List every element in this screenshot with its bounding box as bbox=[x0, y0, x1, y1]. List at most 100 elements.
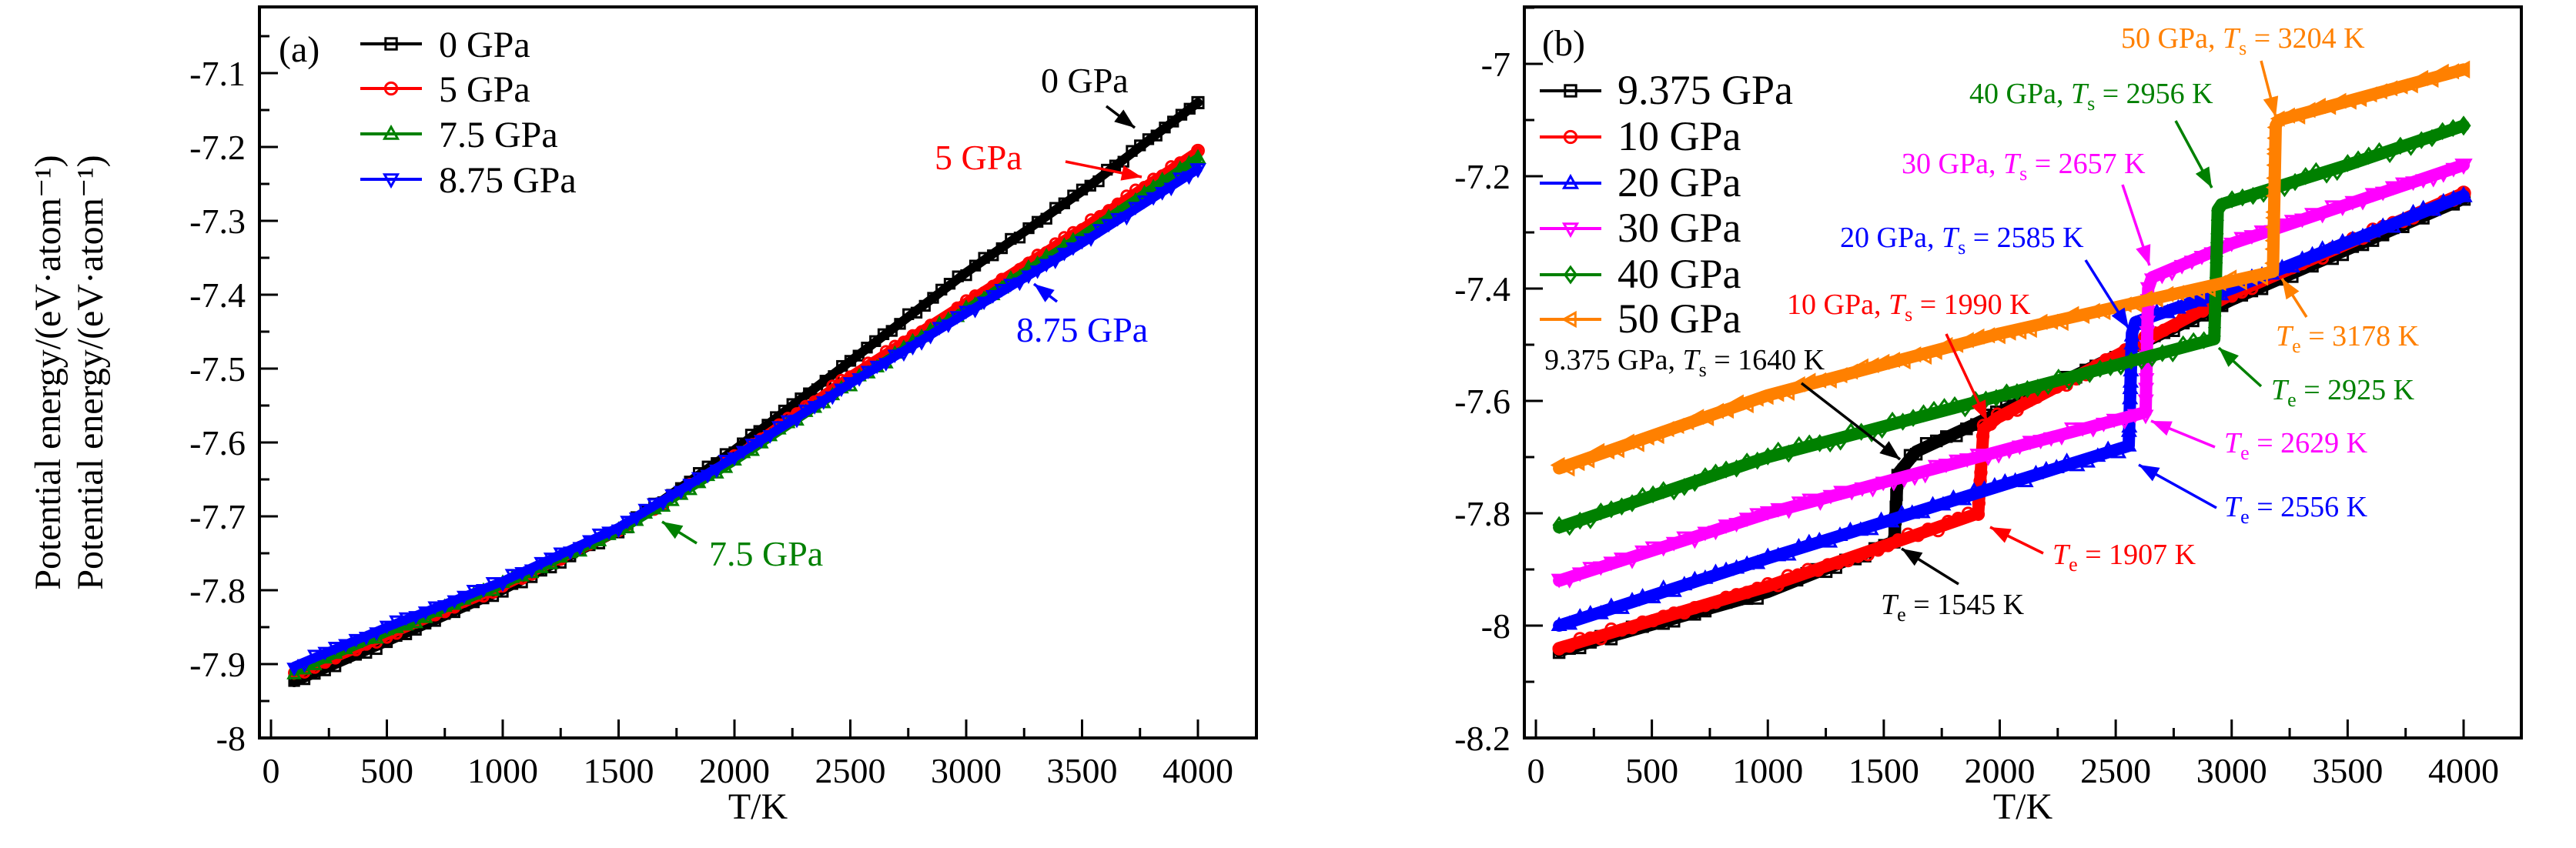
data-point bbox=[2095, 417, 2112, 432]
annotation-value: = 1545 K bbox=[1906, 589, 2025, 621]
data-point bbox=[807, 401, 823, 415]
annotation-subscript: s bbox=[2239, 37, 2246, 59]
data-point bbox=[2270, 110, 2285, 127]
data-point bbox=[2191, 292, 2208, 307]
panel-label: (a) bbox=[279, 29, 319, 70]
data-point bbox=[601, 526, 617, 541]
data-point bbox=[1931, 523, 1945, 538]
data-point bbox=[1655, 579, 1672, 594]
data-point bbox=[1771, 441, 1785, 460]
data-point bbox=[2064, 422, 2081, 437]
legend-item: 0 GPa bbox=[360, 25, 530, 65]
legend-label: 5 GPa bbox=[439, 69, 530, 110]
data-point bbox=[582, 535, 597, 549]
data-point bbox=[2208, 306, 2222, 326]
data-point bbox=[2007, 472, 2024, 487]
data-point bbox=[1563, 517, 1577, 536]
data-point bbox=[1560, 460, 1575, 477]
annotation-value: = 2629 K bbox=[2250, 427, 2368, 459]
data-point bbox=[2246, 186, 2260, 205]
data-point bbox=[2424, 71, 2439, 88]
data-point bbox=[1832, 526, 1848, 542]
data-point bbox=[2225, 190, 2239, 209]
series-line bbox=[1553, 159, 2470, 587]
annotation-label: 8.75 GPa bbox=[1016, 310, 1148, 349]
data-point bbox=[1708, 463, 1723, 482]
data-point bbox=[2435, 168, 2452, 183]
data-point bbox=[673, 486, 689, 500]
annotation-subscript: s bbox=[1958, 236, 1965, 259]
data-point bbox=[1780, 546, 1797, 561]
x-tick-label: 1500 bbox=[584, 751, 654, 790]
data-point bbox=[1832, 367, 1848, 384]
annotation: Te = 3178 K bbox=[2276, 278, 2420, 357]
legend-label: 9.375 GPa bbox=[1618, 67, 1793, 113]
data-point bbox=[1644, 589, 1661, 603]
data-point bbox=[524, 564, 540, 579]
data-point bbox=[2116, 415, 2133, 430]
data-point bbox=[1976, 419, 1991, 432]
data-point bbox=[1935, 496, 1952, 511]
data-point bbox=[2106, 413, 2123, 429]
data-point bbox=[1697, 526, 1714, 542]
data-point bbox=[1003, 279, 1019, 293]
data-point bbox=[2330, 162, 2344, 182]
data-point bbox=[1949, 336, 1964, 353]
data-point bbox=[2293, 213, 2310, 229]
data-point bbox=[466, 584, 482, 599]
annotation-arrowhead bbox=[1114, 109, 1135, 128]
x-tick-label: 2500 bbox=[815, 751, 886, 790]
data-point bbox=[1958, 399, 1972, 418]
data-point bbox=[1708, 596, 1723, 609]
annotation-subscript: e bbox=[2240, 506, 2250, 528]
data-point bbox=[2127, 296, 2143, 313]
annotation-symbol: T bbox=[2071, 78, 2089, 110]
data-point bbox=[1657, 481, 1671, 499]
data-point bbox=[2123, 362, 2139, 377]
data-point bbox=[2010, 403, 2024, 417]
annotation-arrowhead bbox=[2111, 307, 2129, 329]
data-point bbox=[1119, 212, 1135, 226]
data-point bbox=[744, 439, 761, 452]
data-point bbox=[1802, 493, 1818, 509]
annotation-label: Te = 2925 K bbox=[2271, 374, 2415, 411]
data-point bbox=[2299, 167, 2313, 185]
data-point bbox=[2425, 201, 2442, 216]
data-point bbox=[437, 599, 453, 614]
data-point bbox=[1948, 396, 1962, 415]
data-point bbox=[2334, 202, 2351, 216]
annotation-label: 7.5 GPa bbox=[709, 534, 823, 573]
series-30-GPa bbox=[1551, 159, 2473, 589]
data-point bbox=[1629, 436, 1644, 452]
data-point bbox=[1189, 149, 1206, 165]
y-tick-label: -7.2 bbox=[1454, 157, 1510, 196]
data-point bbox=[1854, 482, 1871, 497]
data-point bbox=[562, 546, 578, 560]
data-point bbox=[885, 325, 898, 337]
annotation-subscript: e bbox=[2069, 553, 2078, 576]
legend-label: 40 GPa bbox=[1618, 251, 1741, 297]
x-tick-label: 3500 bbox=[2312, 751, 2383, 790]
data-point bbox=[369, 627, 384, 641]
annotation-arrowhead bbox=[1879, 441, 1900, 459]
data-point bbox=[2404, 138, 2418, 156]
data-point bbox=[735, 446, 751, 460]
y-axis-title: Potential energy/(eV·atom⁻¹) bbox=[28, 155, 69, 589]
data-point bbox=[1771, 579, 1785, 593]
annotation-label: 50 GPa, Ts = 3204 K bbox=[2121, 22, 2365, 59]
data-point bbox=[2074, 422, 2091, 437]
data-point bbox=[1906, 346, 1922, 363]
data-point bbox=[2075, 307, 2090, 325]
data-point bbox=[2362, 146, 2376, 165]
data-point bbox=[1678, 606, 1691, 620]
data-point bbox=[1959, 453, 1975, 469]
data-point bbox=[878, 358, 894, 372]
data-point bbox=[1738, 512, 1755, 528]
panel-label: (b) bbox=[1542, 23, 1585, 64]
x-tick-label: 500 bbox=[1625, 751, 1678, 790]
data-point bbox=[1678, 478, 1691, 496]
data-point bbox=[1592, 604, 1609, 619]
data-point bbox=[2352, 91, 2367, 108]
data-point bbox=[1624, 592, 1641, 606]
